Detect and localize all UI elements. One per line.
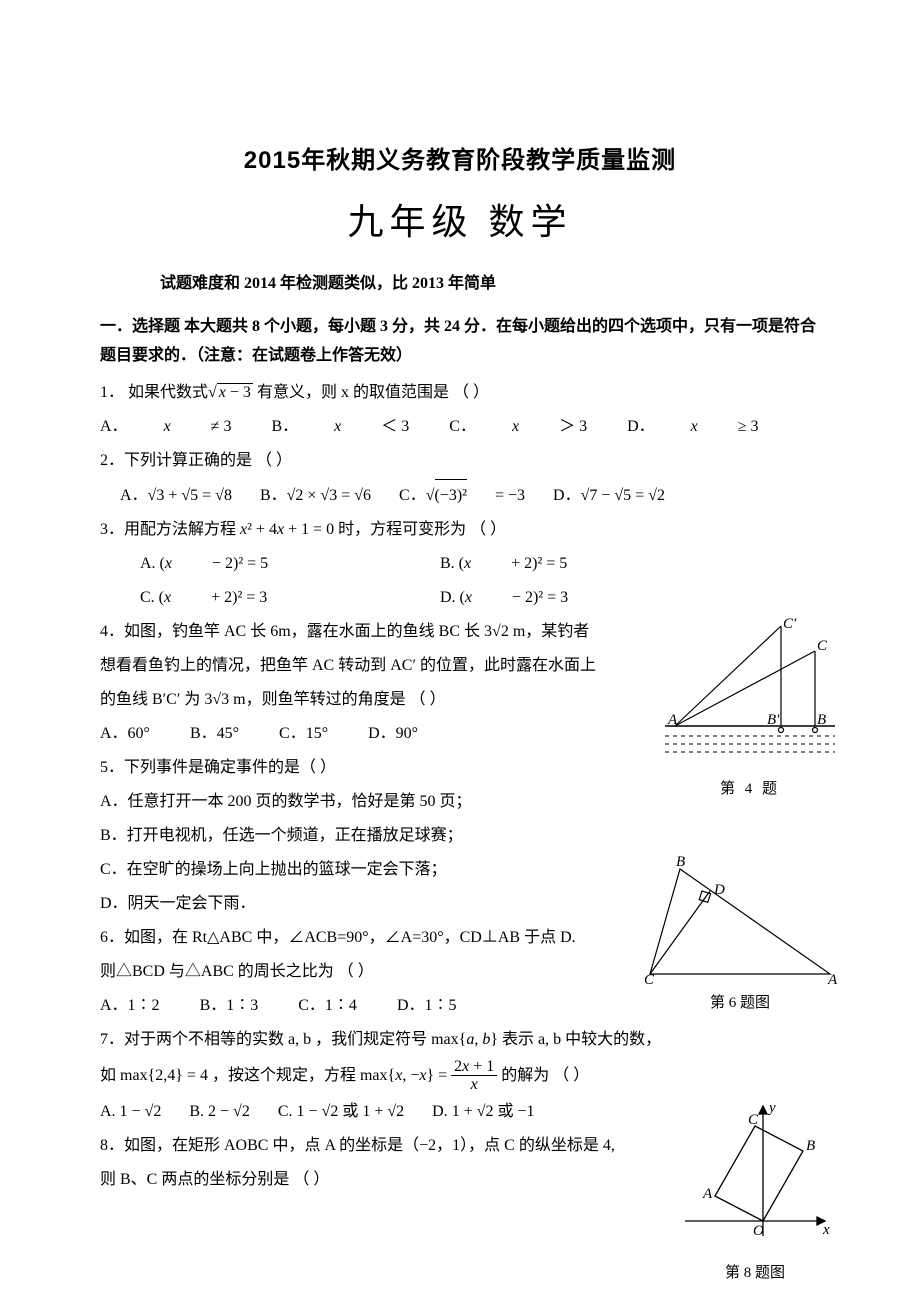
svg-text:C: C (748, 1112, 759, 1128)
svg-text:x: x (822, 1222, 830, 1238)
page-title-2: 九年级 数学 (100, 193, 820, 245)
q4-figure: A B′ B C C′ 第 4 题 (660, 616, 840, 798)
q6-figure: B D C A 第 6 题图 (640, 854, 840, 1012)
q7-opt-a: A. 1 − √2 (100, 1096, 161, 1128)
svg-text:C: C (644, 972, 655, 984)
q6-opt-c: C．1∶4 (298, 990, 357, 1022)
q7-line1-post: 表示 a, b 中较大的数， (498, 1031, 661, 1048)
svg-text:D: D (713, 882, 725, 898)
q4-line1-pre: 4．如图，钓鱼竿 AC 长 6m，露在水面上的鱼线 BC 长 (100, 623, 484, 640)
q4-line3-pre: 的鱼线 B′C′ 为 (100, 691, 204, 708)
q1-opt-c: C．x ＞ 3 (449, 411, 587, 443)
q3-stem: 3．用配方法解方程 x² + 4x + 1 = 0 时，方程可变形为 （ ） (100, 514, 820, 546)
svg-text:C: C (817, 638, 828, 654)
q7-opt-c: C. 1 − √2 或 1 + √2 (278, 1096, 404, 1128)
q3-opt-b: B. (x + 2)² = 5 (440, 548, 567, 580)
q3-opt-c: C. (x + 2)² = 3 (140, 582, 400, 614)
q2-options: A．√3 + √5 = √8 B．√2 × √3 = √6 C．√(−3)² =… (120, 479, 820, 512)
q7-line2-pre: 如 max{2,4} = 4 ，按这个规定，方程 (100, 1066, 360, 1083)
q1-opt-d: D．x ≥ 3 (627, 411, 758, 443)
q7-opt-b: B. 2 − √2 (189, 1096, 249, 1128)
svg-text:y: y (767, 1100, 776, 1116)
q4-opt-c: C．15° (279, 718, 328, 750)
q2-opt-b: B．√2 × √3 = √6 (260, 480, 371, 512)
q4-line3-expr: 3√3 (204, 691, 229, 708)
q2-opt-d: D．√7 − √5 = √2 (553, 480, 665, 512)
svg-text:A: A (667, 712, 678, 728)
q8-figure: A C B O x y 第 8 题图 (670, 1096, 840, 1282)
q1-options: A．x ≠ 3 B．x ＜ 3 C．x ＞ 3 D．x ≥ 3 (100, 411, 820, 443)
q7-frac-den: x (471, 1076, 478, 1093)
page-title-1: 2015年秋期义务教育阶段教学质量监测 (100, 140, 820, 175)
q3-options-row1: A. (x − 2)² = 5 B. (x + 2)² = 5 (140, 548, 820, 580)
q6-caption: 第 6 题图 (640, 991, 840, 1012)
q4-line3-post: m，则鱼竿转过的角度是 （ ） (229, 691, 445, 708)
svg-text:A: A (702, 1186, 713, 1202)
q7-line2: 如 max{2,4} = 4 ，按这个规定，方程 max{x, −x} = 2x… (100, 1058, 820, 1094)
q4-line1-expr: 3√2 (484, 623, 509, 640)
svg-text:C′: C′ (783, 616, 797, 632)
q7-line1: 7．对于两个不相等的实数 a, b ，我们规定符号 max{a, b} 表示 a… (100, 1024, 820, 1056)
q3-opt-a: A. (x − 2)² = 5 (140, 548, 400, 580)
q7-opt-d: D. 1 + √2 或 −1 (432, 1096, 534, 1128)
q3-stem-post: 时，方程可变形为 （ ） (334, 521, 506, 538)
svg-text:B′: B′ (767, 712, 780, 728)
q8-caption: 第 8 题图 (670, 1261, 840, 1282)
q4-opt-d: D．90° (368, 718, 418, 750)
q3-opt-d: D. (x − 2)² = 3 (440, 582, 568, 614)
q3-options-row2: C. (x + 2)² = 3 D. (x − 2)² = 3 (140, 582, 820, 614)
q5-opt-b: B．打开电视机，任选一个频道，正在播放足球赛； (100, 820, 820, 852)
q1-expr: √x − 3 (208, 383, 253, 401)
q7-frac: 2x + 1 x (451, 1058, 497, 1094)
q7-line2-post: 的解为 （ ） (501, 1066, 589, 1083)
q2-opt-a: A．√3 + √5 = √8 (120, 480, 232, 512)
q1-stem-post: 有意义，则 x 的取值范围是 （ ） (253, 384, 489, 401)
q4-opt-a: A．60° (100, 718, 150, 750)
q1-opt-b: B．x ＜ 3 (271, 411, 409, 443)
q7-frac-num: 2x + 1 (454, 1058, 494, 1075)
q7-eq: max{x, −x} = (360, 1066, 451, 1083)
q1-opt-a: A．x ≠ 3 (100, 411, 231, 443)
q4-opt-b: B．45° (190, 718, 239, 750)
q2-opt-c: C．√(−3)² = −3 (399, 479, 525, 512)
svg-text:B: B (806, 1138, 815, 1154)
q6-opt-b: B．1∶3 (200, 990, 259, 1022)
q7-line1-mid: max{a, b} (431, 1031, 498, 1048)
q1-stem: 1． 如果代数式√x − 3 有意义，则 x 的取值范围是 （ ） (100, 377, 820, 409)
section-1-head: 一．选择题 本大题共 8 个小题，每小题 3 分，共 24 分．在每小题给出的四… (100, 313, 820, 371)
q4-caption: 第 4 题 (660, 777, 840, 798)
svg-text:O: O (753, 1223, 764, 1239)
q4-line1-post: m，某钓者 (509, 623, 589, 640)
q1-stem-pre: 1． 如果代数式 (100, 384, 208, 401)
q7-line1-pre: 7．对于两个不相等的实数 a, b ，我们规定符号 (100, 1031, 431, 1048)
q3-stem-pre: 3．用配方法解方程 (100, 521, 240, 538)
q6-opt-a: A．1∶2 (100, 990, 160, 1022)
q2-stem: 2．下列计算正确的是 （ ） (100, 445, 820, 477)
svg-text:B: B (676, 854, 685, 870)
svg-text:B: B (817, 712, 826, 728)
q6-opt-d: D．1∶5 (397, 990, 457, 1022)
difficulty-note: 试题难度和 2014 年检测题类似，比 2013 年简单 (160, 269, 820, 293)
svg-text:A: A (827, 972, 838, 984)
